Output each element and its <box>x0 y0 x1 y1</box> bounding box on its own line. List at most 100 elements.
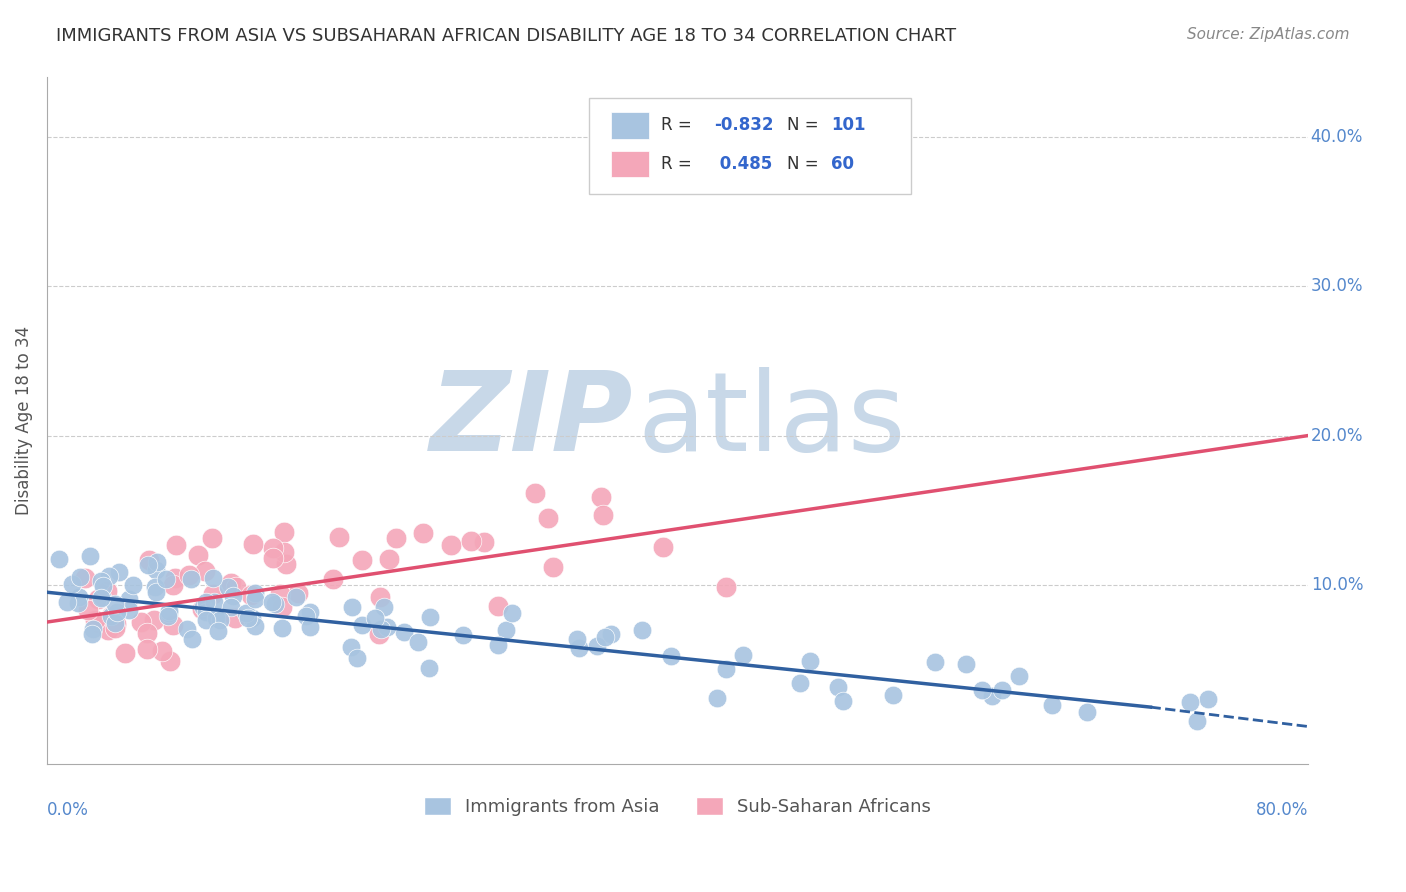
Point <box>105 616 128 631</box>
Point <box>346 651 368 665</box>
Point <box>363 611 385 625</box>
Point <box>76 603 98 617</box>
Point <box>882 689 904 703</box>
Point <box>1180 695 1202 709</box>
Point <box>194 565 217 579</box>
Point <box>221 599 243 614</box>
Point <box>1008 669 1031 683</box>
Point <box>593 630 616 644</box>
Text: 60: 60 <box>831 155 855 173</box>
Point <box>177 567 200 582</box>
Point <box>118 591 141 606</box>
Point <box>340 640 363 654</box>
Point <box>270 599 292 614</box>
Point <box>138 552 160 566</box>
Point <box>1040 698 1063 712</box>
Point <box>191 602 214 616</box>
Point <box>145 555 167 569</box>
Point <box>157 604 180 618</box>
Point <box>350 618 373 632</box>
Text: N =: N = <box>787 155 824 173</box>
Point <box>195 595 218 609</box>
Point <box>460 533 482 548</box>
Point <box>201 532 224 546</box>
Point <box>1076 706 1098 720</box>
Point <box>135 642 157 657</box>
Point <box>586 639 609 653</box>
Point <box>131 615 153 629</box>
FancyBboxPatch shape <box>589 98 911 194</box>
Point <box>631 623 654 637</box>
Point <box>375 619 398 633</box>
Point <box>243 586 266 600</box>
Point <box>392 624 415 639</box>
Point <box>208 613 231 627</box>
Point <box>60 577 83 591</box>
Point <box>157 607 180 621</box>
Point <box>273 525 295 540</box>
Point <box>799 654 821 668</box>
Point <box>322 572 344 586</box>
Point <box>980 689 1002 703</box>
Point <box>731 648 754 662</box>
Point <box>90 574 112 589</box>
Point <box>714 662 737 676</box>
Point <box>79 549 101 563</box>
Point <box>104 597 127 611</box>
Point <box>73 571 96 585</box>
Text: 0.485: 0.485 <box>714 155 772 173</box>
Point <box>235 606 257 620</box>
Bar <box>610 151 648 178</box>
Point <box>180 573 202 587</box>
Point <box>659 648 682 663</box>
Point <box>157 609 180 624</box>
Point <box>103 615 125 630</box>
Point <box>67 596 90 610</box>
Point <box>201 571 224 585</box>
Point <box>419 609 441 624</box>
Point <box>67 591 90 605</box>
Point <box>1197 691 1219 706</box>
Text: N =: N = <box>787 116 824 134</box>
Text: R =: R = <box>661 116 697 134</box>
Point <box>243 619 266 633</box>
Point <box>368 590 391 604</box>
Point <box>827 680 849 694</box>
Text: IMMIGRANTS FROM ASIA VS SUBSAHARAN AFRICAN DISABILITY AGE 18 TO 34 CORRELATION C: IMMIGRANTS FROM ASIA VS SUBSAHARAN AFRIC… <box>56 27 956 45</box>
Point <box>592 508 614 522</box>
Point <box>350 553 373 567</box>
Point <box>222 589 245 603</box>
Point <box>406 635 429 649</box>
Point <box>194 606 217 620</box>
Point <box>263 597 285 611</box>
Point <box>378 552 401 566</box>
Point <box>269 587 291 601</box>
Point <box>832 694 855 708</box>
Point <box>100 608 122 623</box>
Point <box>224 611 246 625</box>
Point <box>524 485 547 500</box>
Point <box>440 538 463 552</box>
Text: ZIP: ZIP <box>430 368 633 475</box>
Point <box>651 540 673 554</box>
Point <box>328 530 350 544</box>
Point <box>108 565 131 579</box>
Point <box>145 585 167 599</box>
Text: Source: ZipAtlas.com: Source: ZipAtlas.com <box>1187 27 1350 42</box>
Point <box>970 683 993 698</box>
Point <box>245 591 267 606</box>
Point <box>285 590 308 604</box>
Point <box>789 676 811 690</box>
Point <box>412 525 434 540</box>
Point <box>155 572 177 586</box>
Point <box>367 626 389 640</box>
Point <box>98 569 121 583</box>
Point <box>87 592 110 607</box>
Point <box>262 541 284 556</box>
Point <box>565 632 588 647</box>
Point <box>82 622 104 636</box>
Point <box>159 654 181 668</box>
Point <box>187 548 209 562</box>
Point <box>418 661 440 675</box>
Point <box>191 600 214 615</box>
